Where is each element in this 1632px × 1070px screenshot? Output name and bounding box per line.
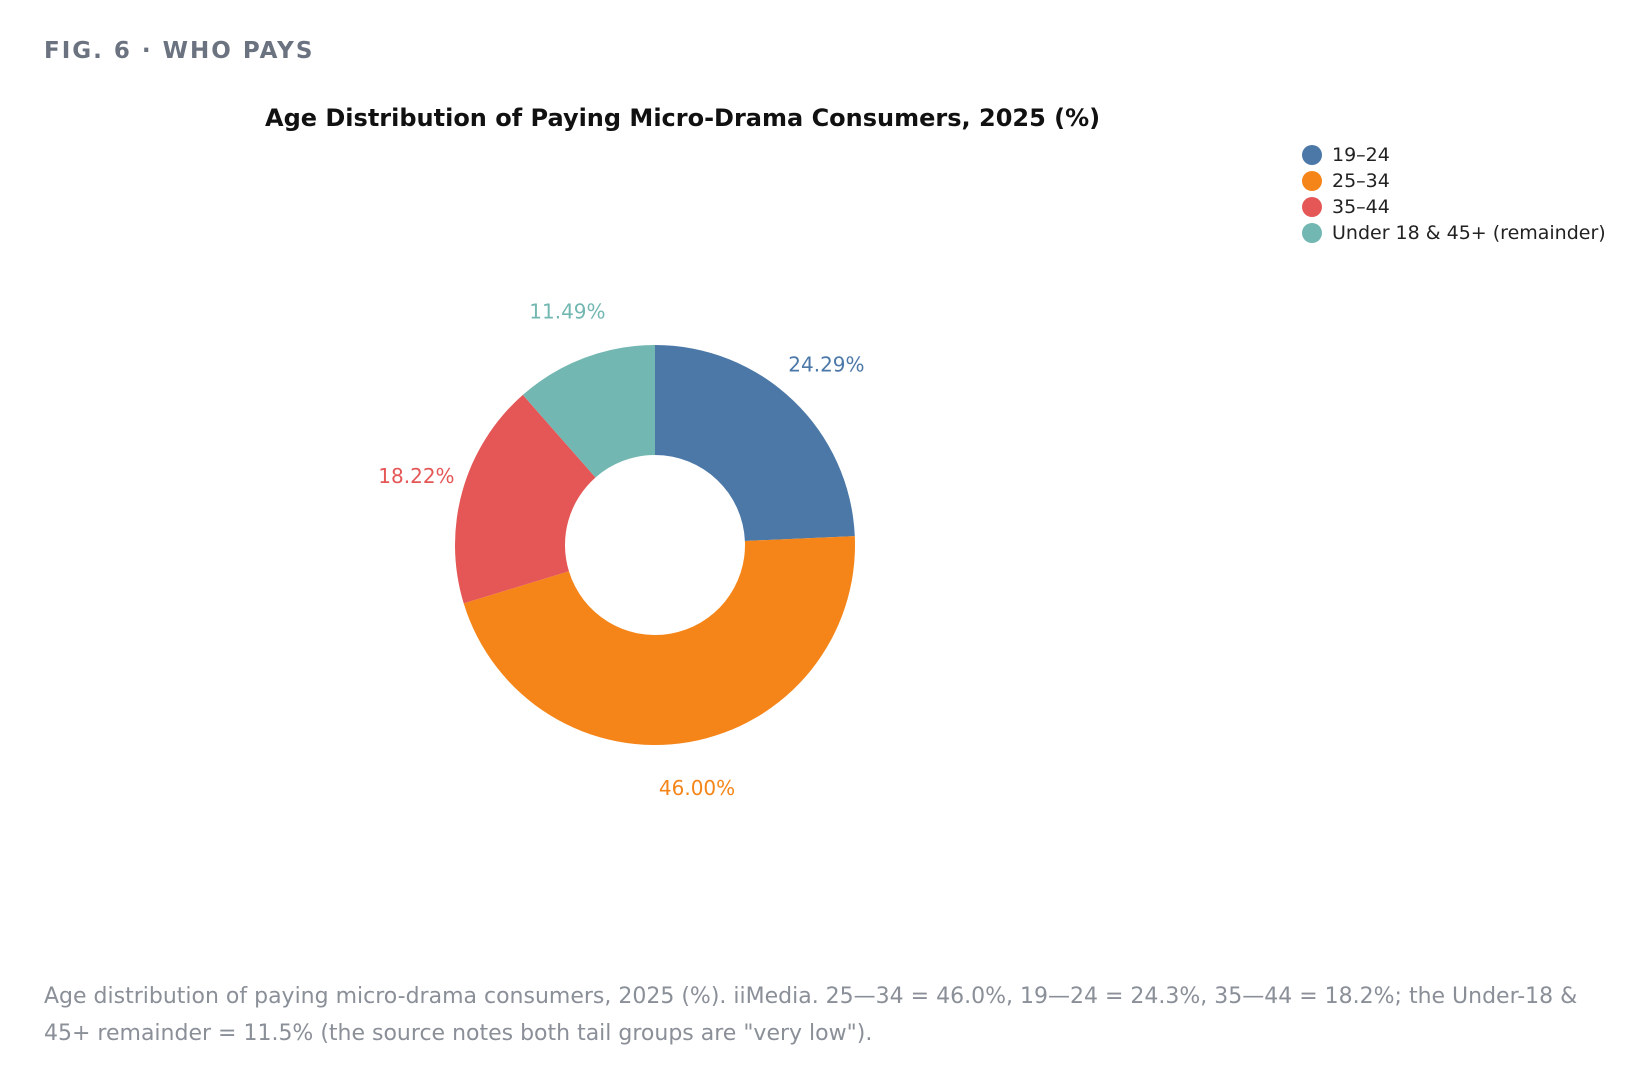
legend: 19–24 25–34 35–44 Under 18 & 45+ (remain…	[1302, 142, 1606, 246]
legend-label: 19–24	[1332, 144, 1390, 166]
legend-label: Under 18 & 45+ (remainder)	[1332, 222, 1606, 244]
slice-25-34[interactable]	[463, 536, 855, 745]
figure-caption: Age distribution of paying micro-drama c…	[44, 984, 1578, 1046]
slice-value-label: 11.49%	[529, 299, 605, 323]
slice-value-label: 46.00%	[659, 776, 735, 800]
slice-value-label: 24.29%	[788, 352, 864, 376]
slice-under-18-45-remainder[interactable]	[522, 345, 655, 478]
legend-swatch	[1302, 145, 1322, 165]
legend-item-19-24[interactable]: 19–24	[1302, 142, 1606, 168]
slice-labels: 24.29% 46.00% 18.22% 11.49%	[378, 299, 864, 799]
legend-label: 35–44	[1332, 196, 1390, 218]
legend-label: 25–34	[1332, 170, 1390, 192]
donut-slices	[455, 345, 855, 745]
chart-title: Age Distribution of Paying Micro-Drama C…	[265, 104, 1101, 132]
legend-item-remainder[interactable]: Under 18 & 45+ (remainder)	[1302, 220, 1606, 246]
figure-label: FIG. 6 · WHO PAYS	[44, 38, 315, 64]
legend-swatch	[1302, 197, 1322, 217]
slice-19-24[interactable]	[655, 345, 855, 541]
slice-35-44[interactable]	[455, 394, 596, 604]
legend-swatch	[1302, 171, 1322, 191]
legend-swatch	[1302, 223, 1322, 243]
legend-item-25-34[interactable]: 25–34	[1302, 168, 1606, 194]
slice-value-label: 18.22%	[378, 464, 454, 488]
legend-item-35-44[interactable]: 35–44	[1302, 194, 1606, 220]
